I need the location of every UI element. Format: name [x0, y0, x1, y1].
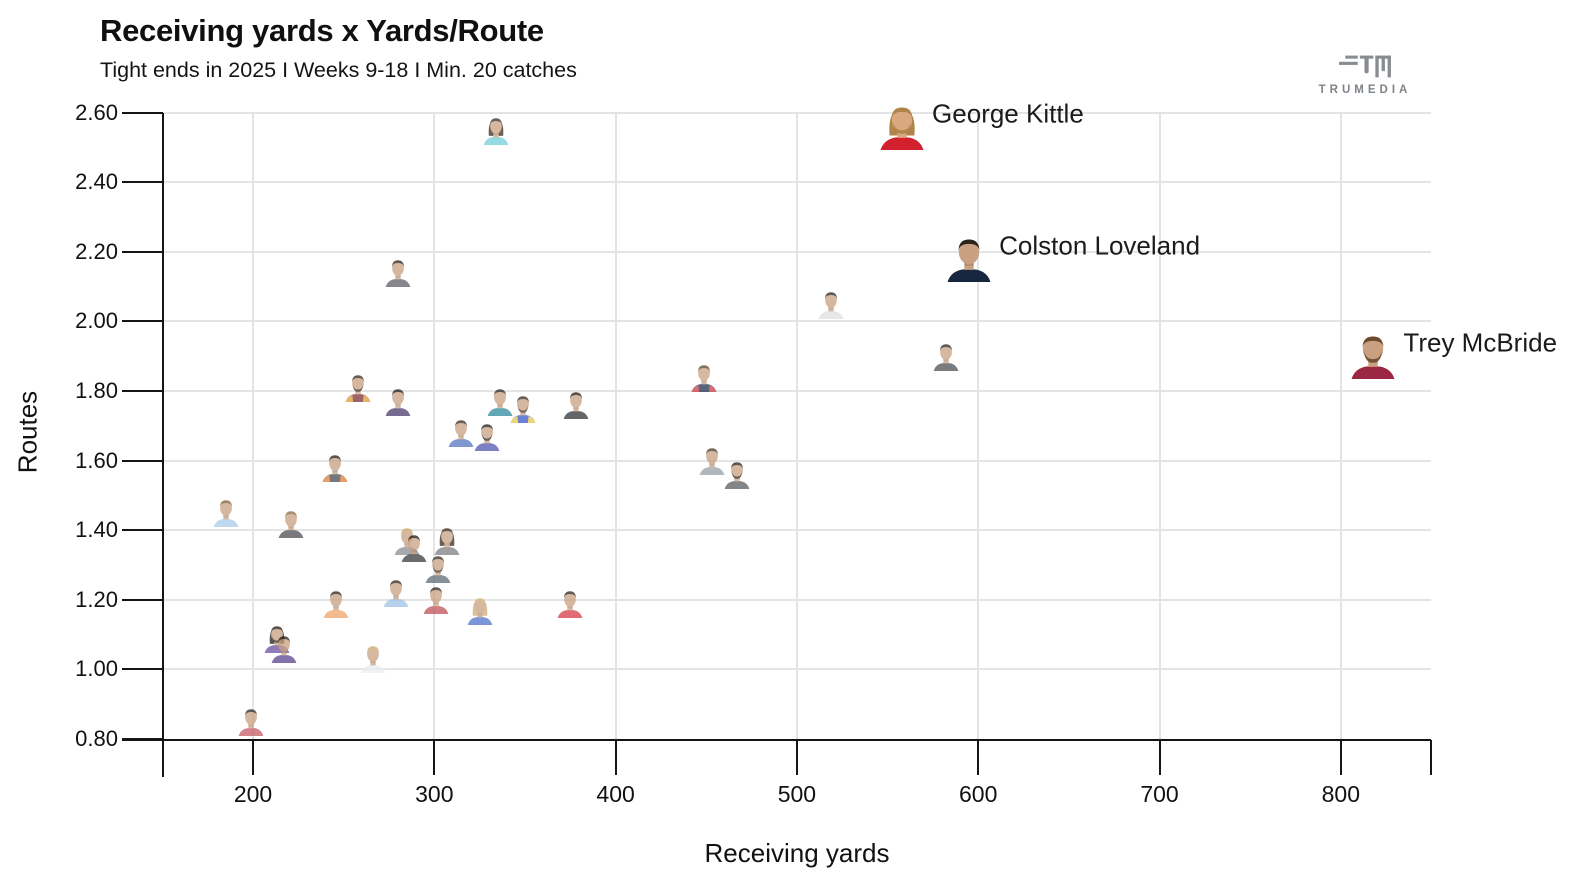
trumedia-logo-icon [1339, 55, 1391, 78]
x-tick [1430, 740, 1432, 775]
player-point [508, 394, 538, 423]
x-tick [795, 740, 798, 775]
y-tick [122, 668, 163, 671]
player-point [931, 342, 961, 371]
player-point [432, 526, 462, 556]
x-tick-label: 800 [1321, 781, 1360, 807]
player-point [343, 373, 373, 403]
y-tick [122, 181, 163, 184]
x-tick [1158, 740, 1161, 775]
y-tick [122, 738, 163, 740]
player-point [943, 236, 995, 282]
player-point [381, 578, 411, 608]
y-tick-label: 1.00 [75, 656, 118, 682]
player-point [485, 387, 515, 416]
y-tick-label: 1.40 [75, 517, 118, 543]
player-point [876, 104, 928, 150]
player-point [722, 460, 752, 490]
x-tick-label: 400 [596, 781, 635, 807]
gridline-vertical [1339, 113, 1342, 740]
y-tick [122, 250, 163, 253]
player-label: George Kittle [932, 98, 1084, 129]
x-axis-title: Receiving yards [704, 838, 890, 868]
player-point [472, 422, 502, 451]
y-axis-title: Routes [12, 390, 43, 474]
y-tick-label: 2.20 [75, 238, 118, 264]
player-point [555, 589, 585, 618]
y-tick [122, 390, 163, 392]
player-point [358, 644, 388, 674]
y-tick-label: 1.60 [75, 447, 118, 473]
player-point [816, 290, 846, 319]
player-point [446, 418, 476, 448]
gridline-vertical [977, 113, 980, 740]
x-axis-line [122, 738, 1431, 742]
x-tick [433, 740, 436, 775]
gridline-vertical [252, 113, 254, 740]
player-point [421, 585, 451, 615]
gridline-vertical [1158, 113, 1161, 740]
chart-title: Receiving yards x Yards/Route [100, 13, 544, 48]
x-tick [977, 740, 980, 775]
y-axis-line [161, 113, 165, 777]
player-point [689, 363, 719, 392]
x-tick [162, 740, 164, 775]
player-point [1347, 333, 1399, 380]
player-point [320, 453, 350, 483]
player-point [561, 390, 591, 420]
y-tick [122, 459, 163, 462]
y-tick-label: 2.00 [75, 308, 118, 334]
x-tick [252, 740, 254, 775]
player-label: Trey McBride [1403, 327, 1558, 358]
trumedia-logo: TRUMEDIA [1310, 54, 1420, 96]
y-tick-label: 0.80 [75, 726, 118, 751]
y-tick [122, 598, 163, 601]
player-point [697, 446, 727, 476]
y-tick-label: 2.60 [75, 99, 118, 125]
player-point [383, 387, 413, 416]
y-tick-label: 2.40 [75, 169, 118, 195]
player-point [423, 554, 453, 583]
x-tick-label: 300 [415, 781, 454, 807]
y-tick-label: 1.80 [75, 378, 118, 403]
player-point [276, 509, 306, 538]
x-tick-label: 700 [1140, 781, 1179, 807]
x-tick [1339, 740, 1342, 775]
player-point [269, 634, 299, 664]
gridline-vertical [795, 113, 798, 740]
x-tick-label: 600 [959, 781, 998, 807]
y-tick-label: 1.20 [75, 586, 118, 612]
gridline-horizontal [163, 111, 1431, 114]
player-point [465, 596, 495, 625]
player-point [211, 498, 241, 528]
trumedia-logo-text: TRUMEDIA [1318, 84, 1412, 96]
player-label: Colston Loveland [999, 230, 1201, 261]
y-tick [122, 320, 163, 323]
x-tick-label: 200 [233, 781, 273, 807]
player-point [383, 258, 413, 288]
player-point [399, 533, 429, 563]
y-tick [122, 529, 163, 532]
y-tick [122, 111, 163, 114]
player-point [321, 589, 351, 618]
player-point [236, 707, 266, 737]
gridline-vertical [433, 113, 436, 740]
x-tick [614, 740, 617, 775]
chart-subtitle: Tight ends in 2025 I Weeks 9-18 I Min. 2… [100, 58, 577, 82]
player-point [481, 116, 511, 145]
gridline-vertical [614, 113, 617, 740]
x-tick-label: 500 [777, 781, 817, 807]
